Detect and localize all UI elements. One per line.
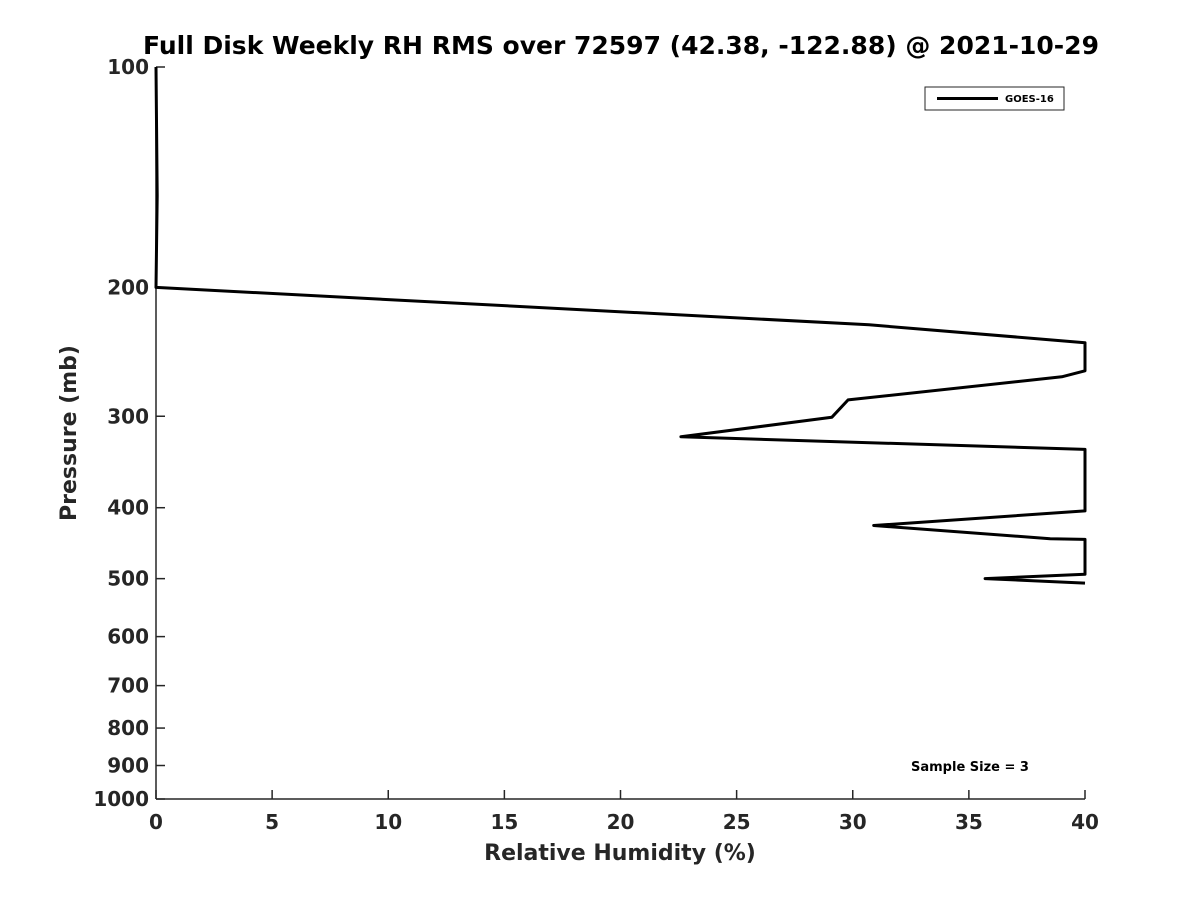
chart-title: Full Disk Weekly RH RMS over 72597 (42.3…: [143, 31, 1099, 60]
y-tick-label: 500: [107, 567, 149, 591]
y-tick-label: 600: [107, 625, 149, 649]
y-tick-label: 800: [107, 716, 149, 740]
x-tick-label: 20: [607, 810, 635, 834]
x-ticks: 0 5 10 15 20 25 30 35 40: [149, 790, 1099, 834]
y-tick-label: 400: [107, 496, 149, 520]
series-line-goes16: [154, 66, 1087, 585]
y-tick-label: 900: [107, 754, 149, 778]
x-tick-label: 15: [490, 810, 518, 834]
x-tick-label: 5: [265, 810, 279, 834]
y-tick-label: 1000: [93, 787, 149, 811]
x-tick-label: 35: [955, 810, 983, 834]
x-axis-label: Relative Humidity (%): [484, 841, 756, 866]
x-tick-label: 25: [723, 810, 751, 834]
y-tick-label: 700: [107, 674, 149, 698]
legend-label-goes16: GOES-16: [1005, 94, 1054, 105]
axes: 0 5 10 15 20 25 30 35 40 100 200 300 400 500 600 700 80…: [93, 55, 1099, 834]
y-tick-label: 100: [107, 55, 149, 79]
y-tick-label: 300: [107, 404, 149, 428]
x-tick-label: 40: [1071, 810, 1099, 834]
y-axis-label: Pressure (mb): [57, 345, 82, 521]
sample-size-annotation: Sample Size = 3: [911, 760, 1029, 775]
x-tick-label: 10: [374, 810, 402, 834]
y-tick-label: 200: [107, 275, 149, 299]
x-tick-label: 0: [149, 810, 163, 834]
x-tick-label: 30: [839, 810, 867, 834]
y-ticks: 100 200 300 400 500 600 700 800 900 1000: [93, 55, 165, 811]
series-layer: [154, 66, 1087, 585]
legend: GOES-16: [924, 86, 1065, 111]
